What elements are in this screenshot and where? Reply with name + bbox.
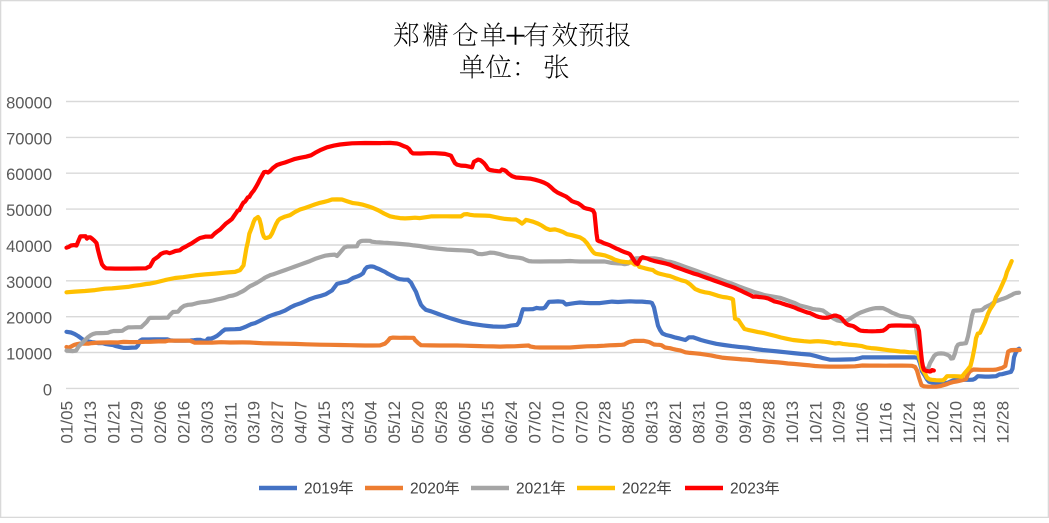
svg-text:40000: 40000 (6, 238, 52, 256)
svg-text:03/11: 03/11 (221, 402, 240, 443)
svg-text:11/24: 11/24 (900, 402, 919, 443)
svg-text:07/02: 07/02 (526, 401, 545, 444)
svg-text:01/29: 01/29 (128, 401, 147, 444)
svg-text:2022: 2022 (622, 481, 656, 498)
svg-text:08/21: 08/21 (666, 401, 685, 444)
svg-text:06/05: 06/05 (455, 401, 474, 444)
svg-text:12/18: 12/18 (970, 401, 989, 444)
svg-text:04/23: 04/23 (338, 401, 357, 444)
svg-text:07/28: 07/28 (596, 401, 615, 444)
svg-text:12/10: 12/10 (947, 401, 966, 444)
svg-text:2023: 2023 (730, 481, 764, 498)
svg-text:2019: 2019 (304, 481, 338, 498)
svg-text:70000: 70000 (6, 130, 52, 148)
svg-text:12/28: 12/28 (994, 401, 1013, 444)
svg-text:11/06: 11/06 (853, 402, 872, 443)
svg-text:01/21: 01/21 (104, 401, 123, 444)
svg-text:05/04: 05/04 (362, 401, 381, 444)
svg-text:06/24: 06/24 (502, 401, 521, 444)
svg-text:02/06: 02/06 (151, 401, 170, 444)
svg-text:04/15: 04/15 (315, 401, 334, 444)
svg-text:01/13: 01/13 (81, 401, 100, 444)
svg-text:08/05: 08/05 (619, 401, 638, 444)
svg-text:20000: 20000 (6, 310, 52, 328)
svg-text:02/16: 02/16 (175, 401, 194, 444)
svg-text:12/02: 12/02 (923, 401, 942, 444)
svg-text:10000: 10000 (6, 346, 52, 364)
svg-text:10/13: 10/13 (783, 401, 802, 444)
svg-text:04/07: 04/07 (292, 401, 311, 444)
svg-text:08/31: 08/31 (689, 401, 708, 444)
svg-text:09/28: 09/28 (760, 401, 779, 444)
svg-text:09/10: 09/10 (713, 401, 732, 444)
svg-text:05/28: 05/28 (432, 401, 451, 444)
svg-text:0: 0 (43, 381, 52, 399)
svg-text:11/16: 11/16 (877, 402, 896, 443)
svg-text:10/21: 10/21 (806, 401, 825, 444)
svg-text:10/29: 10/29 (830, 401, 849, 444)
svg-text:30000: 30000 (6, 274, 52, 292)
svg-text:60000: 60000 (6, 166, 52, 184)
svg-text:50000: 50000 (6, 202, 52, 220)
svg-text:80000: 80000 (6, 95, 52, 113)
svg-text:08/13: 08/13 (643, 401, 662, 444)
svg-text:2020: 2020 (410, 481, 445, 498)
svg-text:03/03: 03/03 (198, 401, 217, 444)
svg-text:07/10: 07/10 (549, 401, 568, 444)
svg-text:07/20: 07/20 (572, 401, 591, 444)
svg-text:05/12: 05/12 (385, 401, 404, 444)
svg-text:05/20: 05/20 (409, 401, 428, 444)
svg-text:2021: 2021 (516, 481, 550, 498)
svg-text:01/05: 01/05 (58, 401, 77, 444)
svg-text:03/27: 03/27 (268, 401, 287, 444)
svg-text:06/15: 06/15 (479, 401, 498, 444)
svg-text:09/18: 09/18 (736, 401, 755, 444)
svg-text:03/19: 03/19 (245, 401, 264, 444)
